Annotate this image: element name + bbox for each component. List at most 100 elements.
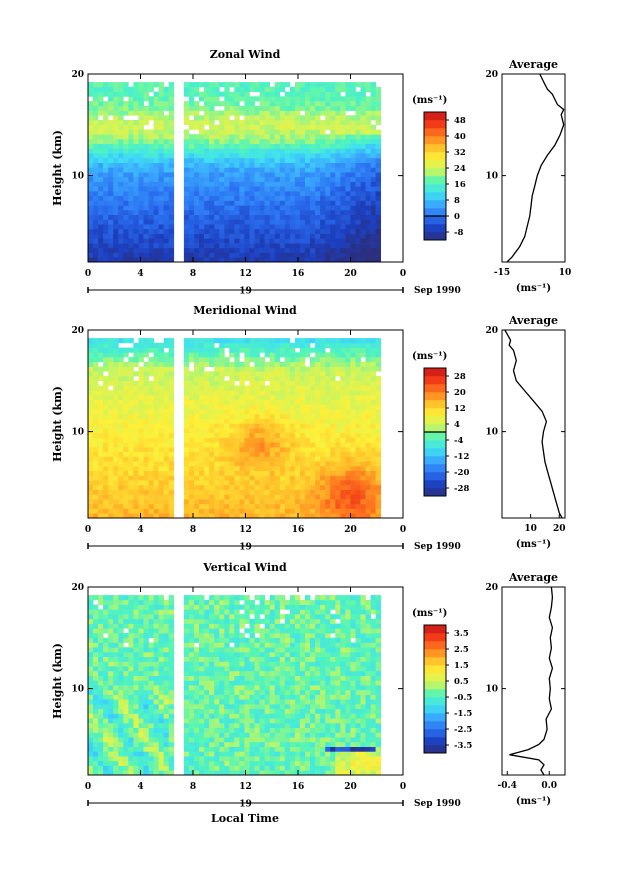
zonal-wind-heatmap-cell <box>98 176 104 182</box>
meridional-wind-x-tick-label: 20 <box>344 525 357 535</box>
zonal-wind-heatmap-cell <box>229 205 235 211</box>
zonal-wind-heatmap-cell <box>259 148 265 154</box>
zonal-wind-colorbar-label: 0 <box>454 212 460 222</box>
zonal-wind-heatmap-cell <box>88 129 94 135</box>
meridional-wind-heatmap-cell <box>355 456 361 462</box>
zonal-wind-heatmap-cell <box>234 101 240 107</box>
zonal-wind-heatmap-cell <box>289 110 296 116</box>
meridional-wind-heatmap-cell <box>345 437 351 443</box>
meridional-wind-heatmap-cell <box>148 428 154 434</box>
meridional-wind-heatmap-cell <box>310 385 316 391</box>
zonal-wind-heatmap-cell <box>194 214 200 220</box>
zonal-wind-heatmap-cell <box>370 134 376 140</box>
meridional-wind-heatmap-cell <box>315 451 321 457</box>
vertical-wind-heatmap-cell <box>98 765 104 771</box>
meridional-wind-heatmap-cell <box>294 499 301 505</box>
meridional-wind-heatmap-cell <box>330 465 336 471</box>
meridional-wind-heatmap-cell <box>355 470 361 476</box>
zonal-wind-heatmap-cell <box>148 86 154 92</box>
zonal-wind-heatmap-cell <box>148 105 154 111</box>
zonal-wind-heatmap-cell <box>163 172 170 178</box>
meridional-wind-heatmap-cell <box>239 409 245 415</box>
zonal-wind-heatmap-cell <box>158 162 164 168</box>
zonal-wind-heatmap-cell <box>88 110 94 116</box>
meridional-wind-heatmap-cell <box>118 357 124 363</box>
meridional-wind-heatmap-cell <box>224 380 230 386</box>
zonal-wind-heatmap-cell <box>214 214 220 220</box>
meridional-wind-x-tick-label: 12 <box>239 525 252 535</box>
zonal-wind-heatmap-cell <box>118 233 124 239</box>
zonal-wind-heatmap-cell <box>163 96 170 102</box>
meridional-wind-heatmap-cell <box>335 342 341 348</box>
meridional-wind-heatmap-cell <box>93 385 99 391</box>
meridional-wind-heatmap-cell <box>138 494 144 500</box>
vertical-wind-heatmap-cell <box>138 614 144 620</box>
zonal-wind-heatmap-cell <box>204 209 210 215</box>
zonal-wind-heatmap-cell <box>269 214 276 220</box>
meridional-wind-heatmap-cell <box>199 499 205 505</box>
zonal-wind-heatmap-cell <box>375 243 381 249</box>
zonal-wind-heatmap-cell <box>133 129 139 135</box>
meridional-wind-heatmap-cell <box>118 442 124 448</box>
vertical-wind-heatmap-cell <box>143 713 149 719</box>
zonal-wind-heatmap-cell <box>355 96 361 102</box>
zonal-wind-heatmap-cell <box>214 148 220 154</box>
meridional-wind-heatmap-cell <box>153 513 159 519</box>
meridional-wind-heatmap-cell <box>370 361 376 367</box>
zonal-wind-heatmap-cell <box>274 110 281 116</box>
zonal-wind-heatmap-cell <box>123 129 129 135</box>
zonal-wind-heatmap-cell <box>214 96 220 102</box>
meridional-wind-heatmap-cell <box>370 390 376 396</box>
meridional-wind-heatmap-cell <box>163 442 170 448</box>
meridional-wind-heatmap-cell <box>310 480 316 486</box>
zonal-wind-heatmap-cell <box>138 134 144 140</box>
zonal-wind-heatmap-cell <box>98 153 104 159</box>
meridional-wind-heatmap-cell <box>254 447 260 453</box>
zonal-wind-heatmap-cell <box>234 219 240 225</box>
zonal-wind-heatmap-cell <box>108 148 114 154</box>
vertical-wind-heatmap-cell <box>133 604 139 610</box>
zonal-wind-heatmap-cell <box>194 167 200 173</box>
meridional-wind-heatmap-cell <box>315 456 321 462</box>
meridional-wind-heatmap-cell <box>325 513 331 519</box>
meridional-wind-heatmap-cell <box>274 385 281 391</box>
zonal-wind-heatmap-cell <box>289 252 296 258</box>
zonal-wind-heatmap-cell <box>249 82 255 88</box>
meridional-wind-heatmap-cell <box>98 352 104 358</box>
meridional-wind-heatmap-cell <box>188 475 195 481</box>
zonal-wind-heatmap-cell <box>143 148 149 154</box>
zonal-wind-heatmap-cell <box>229 243 235 249</box>
meridional-wind-heatmap-cell <box>153 475 159 481</box>
zonal-wind-heatmap-cell <box>133 153 139 159</box>
meridional-wind-heatmap-cell <box>98 513 104 519</box>
zonal-wind-heatmap-cell <box>123 176 129 182</box>
zonal-wind-heatmap-cell <box>315 228 321 234</box>
zonal-wind-heatmap-cell <box>289 105 296 111</box>
zonal-wind-heatmap-cell <box>370 153 376 159</box>
vertical-wind-heatmap-cell <box>133 666 139 672</box>
zonal-wind-heatmap-cell <box>274 129 281 135</box>
meridional-wind-heatmap-cell <box>330 428 336 434</box>
meridional-wind-heatmap-cell <box>199 409 205 415</box>
zonal-wind-heatmap-cell <box>204 82 210 88</box>
zonal-wind-title: Zonal Wind <box>210 48 281 61</box>
zonal-wind-heatmap-cell <box>350 214 356 220</box>
meridional-wind-heatmap-cell <box>274 461 281 467</box>
meridional-wind-heatmap-cell <box>370 470 376 476</box>
meridional-wind-heatmap-cell <box>158 385 164 391</box>
meridional-wind-heatmap-cell <box>234 437 240 443</box>
zonal-wind-heatmap-cell <box>123 91 129 97</box>
meridional-wind-heatmap-cell <box>350 385 356 391</box>
meridional-wind-heatmap-cell <box>350 447 356 453</box>
meridional-wind-colorbar-segment <box>424 448 446 457</box>
zonal-wind-y-tick-label: 20 <box>71 70 84 80</box>
zonal-wind-heatmap-cell <box>365 219 371 225</box>
zonal-wind-heatmap-cell <box>360 205 366 211</box>
zonal-wind-heatmap-cell <box>153 200 159 206</box>
meridional-wind-heatmap-cell <box>239 456 245 462</box>
vertical-wind-heatmap-cell <box>148 661 154 667</box>
vertical-wind-heatmap-cell <box>128 680 134 686</box>
meridional-wind-heatmap-cell <box>234 347 240 353</box>
meridional-wind-heatmap-cell <box>294 437 301 443</box>
zonal-wind-heatmap-cell <box>269 129 276 135</box>
